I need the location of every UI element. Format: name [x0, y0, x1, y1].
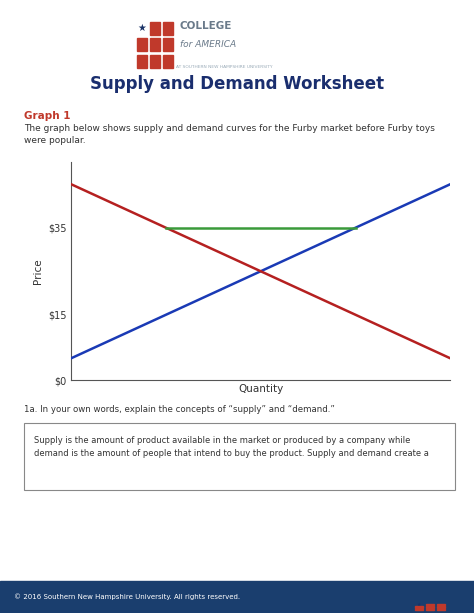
Bar [137, 38, 147, 51]
Text: Supply is the amount of product available in the market or produced by a company: Supply is the amount of product availabl… [35, 436, 429, 458]
Text: 1a. In your own words, explain the concepts of “supply” and “demand.”: 1a. In your own words, explain the conce… [24, 405, 335, 414]
Bar [437, 606, 445, 608]
Bar [415, 609, 423, 611]
Text: ★: ★ [138, 23, 146, 33]
Bar [426, 606, 434, 608]
Text: AT SOUTHERN NEW HAMPSHIRE UNIVERSITY: AT SOUTHERN NEW HAMPSHIRE UNIVERSITY [176, 64, 272, 69]
Text: COLLEGE: COLLEGE [180, 21, 232, 31]
Bar [137, 55, 147, 68]
Bar [163, 22, 173, 35]
Bar [150, 22, 160, 35]
Text: The graph below shows supply and demand curves for the Furby market before Furby: The graph below shows supply and demand … [24, 124, 435, 145]
Bar [150, 38, 160, 51]
Bar [426, 609, 434, 611]
Text: Supply and Demand Worksheet: Supply and Demand Worksheet [90, 75, 384, 93]
Text: Graph 1: Graph 1 [24, 112, 70, 121]
Text: for AMERICA: for AMERICA [180, 40, 236, 49]
Text: ★: ★ [417, 602, 421, 607]
Bar [426, 604, 434, 605]
Bar [415, 606, 423, 608]
FancyBboxPatch shape [24, 423, 455, 490]
X-axis label: Quantity: Quantity [238, 384, 283, 394]
Bar [163, 55, 173, 68]
Y-axis label: Price: Price [33, 259, 43, 284]
Bar [437, 604, 445, 605]
Text: © 2016 Southern New Hampshire University. All rights reserved.: © 2016 Southern New Hampshire University… [14, 594, 240, 600]
Bar [437, 609, 445, 611]
Bar [163, 38, 173, 51]
Bar [150, 55, 160, 68]
